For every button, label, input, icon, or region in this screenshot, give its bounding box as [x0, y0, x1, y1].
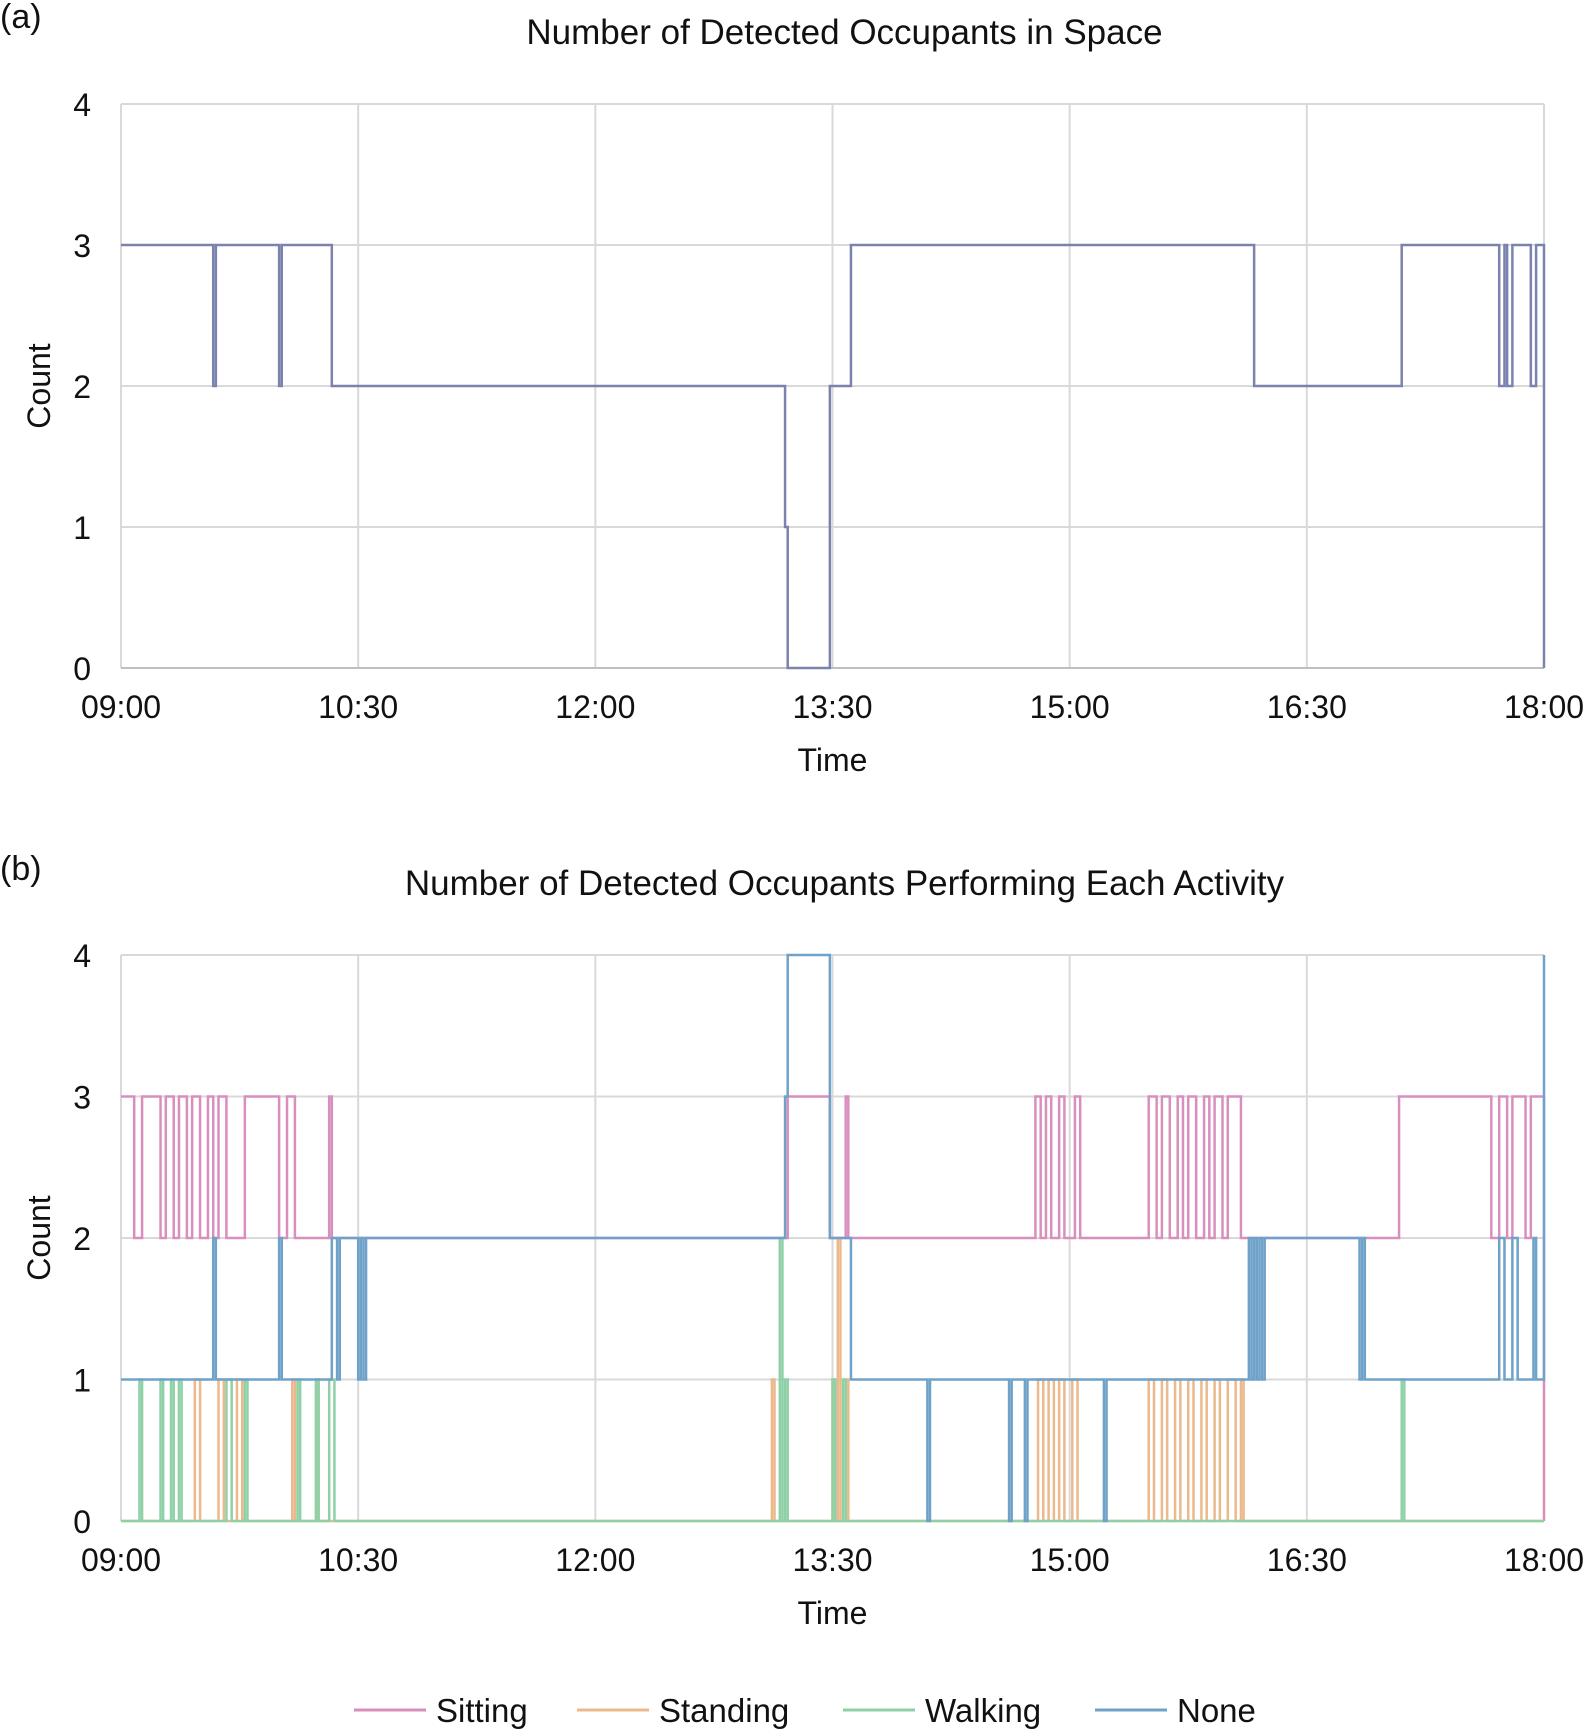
panel-b-xtick: 09:00	[81, 1542, 161, 1578]
panel-a-xtick: 16:30	[1267, 689, 1347, 725]
panel-b-xtick: 13:30	[792, 1542, 872, 1578]
panel-a-series-total-line	[121, 243, 1546, 670]
panel-b-ytick: 3	[73, 1080, 91, 1116]
panel-b-ytick: 2	[73, 1221, 91, 1257]
panel-b-xtick: 16:30	[1267, 1542, 1347, 1578]
panel-a-ylabel: Count	[21, 343, 57, 429]
legend-label-standing: Standing	[659, 1692, 789, 1729]
panel-a-ytick: 4	[73, 87, 91, 123]
panel-b-ytick: 0	[73, 1504, 91, 1540]
panel-b-title: Number of Detected Occupants Performing …	[405, 864, 1285, 903]
panel-a-ytick: 1	[73, 510, 91, 546]
panel-a-label: (a)	[0, 0, 42, 36]
panel-b-xtick: 12:00	[555, 1542, 635, 1578]
panel-b-series-sitting-line	[121, 1095, 1546, 1521]
panel-b-ytick: 1	[73, 1363, 91, 1399]
panel-a-xtick: 10:30	[318, 689, 398, 725]
panel-a-xtick: 12:00	[555, 689, 635, 725]
panel-a-xtick: 09:00	[81, 689, 161, 725]
legend-label-walking: Walking	[925, 1692, 1041, 1729]
panel-a-ytick: 0	[73, 651, 91, 687]
legend-label-sitting: Sitting	[436, 1692, 528, 1729]
panel-b-ylabel: Count	[21, 1195, 57, 1281]
panel-b-xtick: 15:00	[1030, 1542, 1110, 1578]
panel-b-label: (b)	[0, 850, 42, 888]
panel-b-ytick: 4	[73, 938, 91, 974]
panel-a-xlabel: Time	[798, 742, 868, 778]
panel-b-xtick: 10:30	[318, 1542, 398, 1578]
panel-a-xtick: 13:30	[792, 689, 872, 725]
legend-label-none: None	[1177, 1692, 1256, 1729]
panel-b-xlabel: Time	[798, 1595, 868, 1631]
panel-a-title: Number of Detected Occupants in Space	[526, 13, 1162, 52]
panel-a-ytick: 3	[73, 228, 91, 264]
panel-a-xtick: 18:00	[1504, 689, 1584, 725]
panel-b-xtick: 18:00	[1504, 1542, 1584, 1578]
panel-a-ytick: 2	[73, 369, 91, 405]
panel-a-xtick: 15:00	[1030, 689, 1110, 725]
panel-b-series-walking-line	[121, 1236, 1544, 1523]
panel-b-series-none-line	[121, 953, 1546, 1523]
